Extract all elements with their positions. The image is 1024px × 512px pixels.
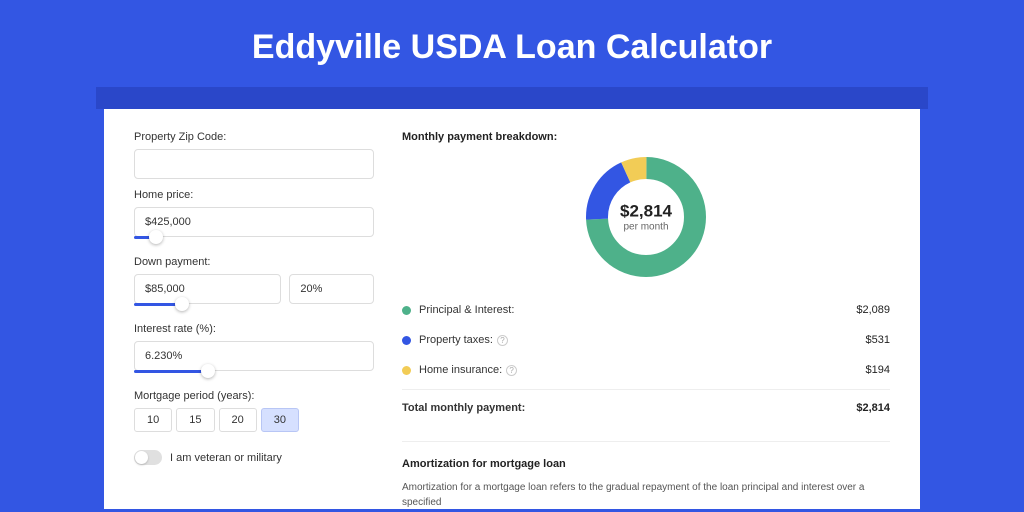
amortization-title: Amortization for mortgage loan [402, 441, 890, 470]
legend-label: Property taxes:? [419, 334, 866, 346]
page-title: Eddyville USDA Loan Calculator [0, 0, 1024, 87]
home-price-slider[interactable] [134, 236, 374, 246]
down-payment-pct-input[interactable] [289, 274, 374, 304]
veteran-toggle[interactable] [134, 450, 162, 465]
zip-label: Property Zip Code: [134, 131, 374, 143]
zip-input[interactable] [134, 149, 374, 179]
interest-slider[interactable] [134, 370, 374, 380]
period-btn-30[interactable]: 30 [261, 408, 299, 432]
legend-value: $194 [866, 364, 890, 376]
breakdown-title: Monthly payment breakdown: [402, 131, 890, 143]
card-shadow-bar [96, 87, 928, 109]
legend-dot [402, 336, 411, 345]
calculator-card: Property Zip Code: Home price: Down paym… [104, 109, 920, 509]
period-label: Mortgage period (years): [134, 390, 374, 402]
legend-value: $531 [866, 334, 890, 346]
legend-total-row: Total monthly payment:$2,814 [402, 389, 890, 423]
donut-chart: $2,814 per month [402, 157, 890, 277]
breakdown-panel: Monthly payment breakdown: $2,814 per mo… [402, 131, 890, 487]
legend-value: $2,089 [856, 304, 890, 316]
period-btn-15[interactable]: 15 [176, 408, 214, 432]
donut-center-value: $2,814 [620, 202, 672, 222]
legend-row: Home insurance:?$194 [402, 355, 890, 385]
info-icon[interactable]: ? [506, 365, 517, 376]
interest-label: Interest rate (%): [134, 323, 374, 335]
down-payment-input[interactable] [134, 274, 281, 304]
legend-dot [402, 306, 411, 315]
legend-label: Home insurance:? [419, 364, 866, 376]
home-price-label: Home price: [134, 189, 374, 201]
legend-row: Principal & Interest:$2,089 [402, 295, 890, 325]
period-options: 10152030 [134, 408, 374, 432]
veteran-label: I am veteran or military [170, 452, 282, 464]
donut-center-label: per month [620, 222, 672, 233]
interest-input[interactable] [134, 341, 374, 371]
total-value: $2,814 [856, 402, 890, 414]
down-payment-slider[interactable] [134, 303, 374, 313]
form-panel: Property Zip Code: Home price: Down paym… [134, 131, 374, 487]
legend-row: Property taxes:?$531 [402, 325, 890, 355]
legend-label: Principal & Interest: [419, 304, 856, 316]
toggle-knob [135, 451, 148, 464]
legend: Principal & Interest:$2,089Property taxe… [402, 295, 890, 423]
home-price-input[interactable] [134, 207, 374, 237]
down-payment-label: Down payment: [134, 256, 374, 268]
info-icon[interactable]: ? [497, 335, 508, 346]
legend-dot [402, 366, 411, 375]
amortization-text: Amortization for a mortgage loan refers … [402, 480, 890, 510]
period-btn-20[interactable]: 20 [219, 408, 257, 432]
period-btn-10[interactable]: 10 [134, 408, 172, 432]
total-label: Total monthly payment: [402, 402, 856, 414]
